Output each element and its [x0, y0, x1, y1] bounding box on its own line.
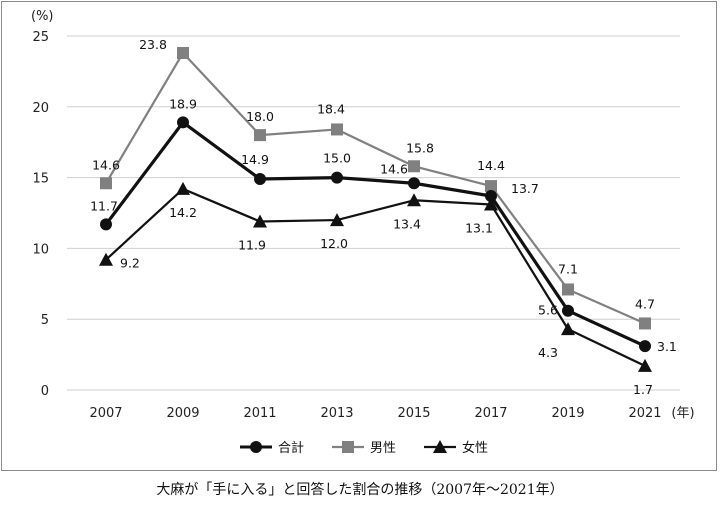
- data-label: 14.6: [92, 157, 120, 172]
- data-label: 15.0: [323, 151, 351, 166]
- data-label: 9.2: [120, 256, 140, 271]
- data-point-circle: [639, 340, 651, 353]
- data-label: 13.7: [511, 181, 539, 196]
- data-point-triangle: [176, 181, 190, 195]
- data-point-square: [639, 317, 651, 330]
- legend-marker-circle: [250, 441, 262, 453]
- data-point-square: [177, 46, 189, 59]
- data-label: 3.1: [657, 339, 677, 354]
- data-point-circle: [408, 177, 420, 190]
- data-label: 14.6: [380, 161, 408, 176]
- x-tick-label: 2013: [320, 406, 353, 421]
- data-label: 12.0: [320, 236, 348, 251]
- data-point-circle: [485, 190, 497, 203]
- data-point-circle: [100, 218, 112, 231]
- data-point-triangle: [561, 322, 575, 336]
- data-point-triangle: [407, 193, 421, 207]
- data-point-square: [331, 123, 343, 136]
- data-label: 18.0: [246, 109, 274, 124]
- data-point-square: [100, 177, 112, 190]
- data-label: 23.8: [139, 37, 167, 52]
- data-point-circle: [254, 173, 266, 186]
- x-tick-label: 2011: [243, 406, 276, 421]
- data-label: 14.2: [169, 205, 197, 220]
- data-label: 13.1: [465, 221, 493, 236]
- data-point-square: [562, 283, 574, 296]
- y-axis-unit: (%): [31, 9, 54, 24]
- y-tick-label: 5: [41, 313, 49, 328]
- figure-caption: 大麻が「手に入る」と回答した割合の推移（2007年〜2021年）: [156, 482, 564, 498]
- x-tick-label: 2009: [166, 406, 199, 421]
- data-point-square: [408, 160, 420, 173]
- data-label: 4.3: [538, 345, 558, 360]
- legend-marker-square: [342, 441, 354, 453]
- y-tick-label: 25: [32, 30, 49, 45]
- data-label: 7.1: [558, 261, 578, 276]
- data-point-square: [485, 180, 497, 193]
- legend-label: 女性: [462, 440, 488, 456]
- y-tick-label: 20: [32, 101, 49, 116]
- data-point-square: [254, 129, 266, 142]
- data-point-triangle: [484, 197, 498, 211]
- series-line-合計: [104, 120, 646, 348]
- legend-label: 合計: [278, 440, 304, 456]
- data-label: 11.7: [90, 198, 118, 213]
- data-label: 18.9: [169, 96, 197, 111]
- data-label: 13.4: [393, 216, 421, 231]
- chart-frame: [1, 1, 717, 471]
- data-point-triangle: [330, 213, 344, 227]
- data-label: 5.6: [538, 303, 558, 318]
- data-label: 14.9: [241, 152, 269, 167]
- data-label: 1.7: [633, 382, 653, 397]
- data-label: 4.7: [635, 296, 655, 311]
- x-tick-label: 2017: [474, 406, 507, 421]
- data-label: 15.8: [406, 140, 434, 155]
- data-point-triangle: [638, 358, 652, 372]
- data-point-circle: [562, 304, 574, 317]
- data-point-triangle: [253, 214, 267, 228]
- series-line-男性: [105, 51, 646, 325]
- data-label: 14.4: [477, 158, 505, 173]
- data-label: 11.9: [238, 237, 266, 252]
- x-tick-label: 2021: [628, 406, 661, 421]
- series-line-女性: [105, 187, 646, 367]
- x-tick-label: 2019: [551, 406, 584, 421]
- data-point-circle: [331, 171, 343, 184]
- data-point-circle: [177, 116, 189, 129]
- x-tick-label: 2015: [397, 406, 430, 421]
- y-tick-label: 0: [41, 384, 49, 399]
- legend-label: 男性: [370, 441, 396, 456]
- data-label: 18.4: [317, 101, 345, 116]
- y-tick-label: 10: [32, 242, 49, 257]
- x-tick-label: 2007: [89, 406, 122, 421]
- y-tick-label: 15: [32, 172, 49, 187]
- legend-marker-triangle: [433, 440, 447, 453]
- x-axis-unit: (年): [671, 406, 694, 421]
- data-point-triangle: [99, 252, 113, 266]
